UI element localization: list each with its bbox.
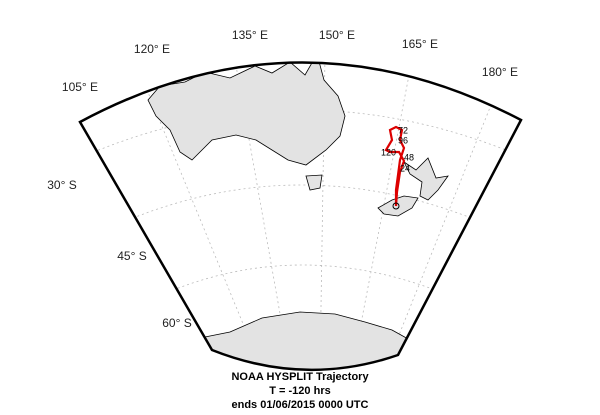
trajectory-origin bbox=[392, 202, 400, 210]
trajectory-label: 48 bbox=[404, 152, 414, 162]
trajectory bbox=[384, 125, 406, 207]
latitude-label: 45° S bbox=[117, 249, 146, 263]
australia bbox=[147, 62, 346, 166]
longitude-label: 120° E bbox=[134, 42, 170, 56]
trajectory-label: 96 bbox=[398, 135, 408, 145]
latitude-label: 30° S bbox=[47, 178, 76, 192]
title-block: NOAA HYSPLIT Trajectory T = -120 hrs end… bbox=[231, 371, 369, 411]
longitude-labels: 105° E 120° E 135° E 150° E 165° E 180° … bbox=[62, 28, 518, 94]
tasmania bbox=[305, 174, 323, 191]
trajectory-label: 24 bbox=[400, 163, 410, 173]
trajectory-label: 120 bbox=[381, 147, 396, 157]
longitude-label: 105° E bbox=[62, 80, 98, 94]
new-zealand-south bbox=[377, 195, 419, 217]
longitude-label: 135° E bbox=[232, 28, 268, 42]
latitude-label: 60° S bbox=[162, 316, 191, 330]
title-line: T = -120 hrs bbox=[269, 385, 330, 397]
antarctica bbox=[189, 311, 411, 370]
trajectory-labels: 72 96 120 48 24 bbox=[381, 125, 414, 173]
trajectory-label: 72 bbox=[398, 125, 408, 135]
new-zealand-north bbox=[402, 157, 449, 201]
map-frame bbox=[78, 61, 523, 372]
title-line: NOAA HYSPLIT Trajectory bbox=[231, 371, 369, 383]
longitude-label: 180° E bbox=[482, 65, 518, 79]
longitude-label: 165° E bbox=[402, 37, 438, 51]
latitude-labels: 30° S 45° S 60° S bbox=[47, 178, 191, 330]
longitude-label: 150° E bbox=[319, 28, 355, 42]
title-line: ends 01/06/2015 0000 UTC bbox=[232, 399, 369, 410]
